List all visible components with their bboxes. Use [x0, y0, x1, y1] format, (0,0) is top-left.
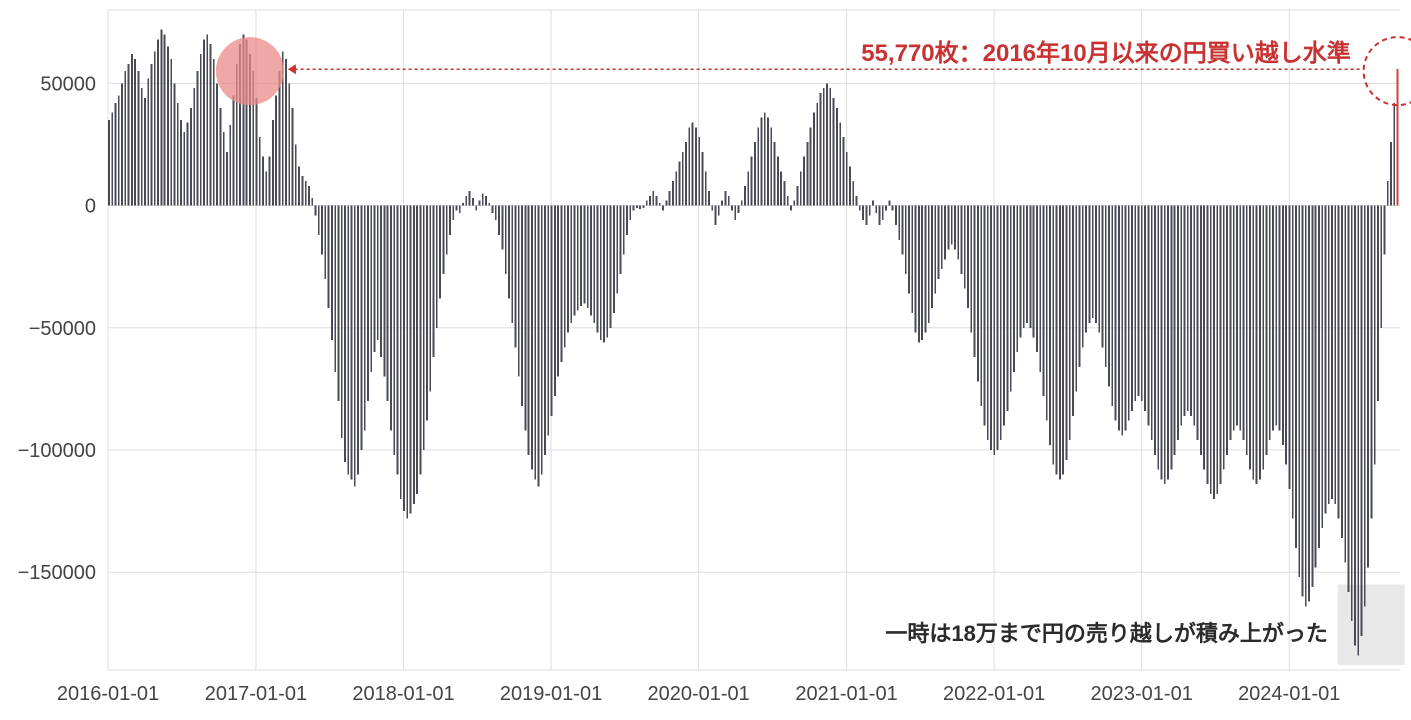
bar-chart: −150000 −100000 −50000 0 50000 2016-01-01 2017…: [0, 0, 1411, 720]
svg-text:0: 0: [85, 196, 96, 218]
svg-text:2019-01-01: 2019-01-01: [500, 683, 602, 705]
svg-text:2016-01-01: 2016-01-01: [57, 683, 159, 705]
svg-text:−100000: −100000: [18, 440, 96, 462]
chart-container: −150000 −100000 −50000 0 50000 2016-01-01 2017…: [0, 0, 1411, 720]
annotation-bottom: 一時は18万まで円の売り越しが積み上がった: [885, 616, 1327, 648]
svg-text:−150000: −150000: [18, 562, 96, 584]
svg-text:2024-01-01: 2024-01-01: [1238, 683, 1340, 705]
svg-text:2017-01-01: 2017-01-01: [205, 683, 307, 705]
svg-text:2018-01-01: 2018-01-01: [352, 683, 454, 705]
svg-text:2020-01-01: 2020-01-01: [647, 683, 749, 705]
annotation-top: 55,770枚：2016年10月以来の円買い越し水準: [861, 33, 1351, 68]
svg-text:2022-01-01: 2022-01-01: [943, 683, 1045, 705]
svg-text:2023-01-01: 2023-01-01: [1091, 683, 1193, 705]
svg-text:−50000: −50000: [29, 318, 96, 340]
svg-text:2021-01-01: 2021-01-01: [795, 683, 897, 705]
svg-text:50000: 50000: [40, 73, 96, 95]
